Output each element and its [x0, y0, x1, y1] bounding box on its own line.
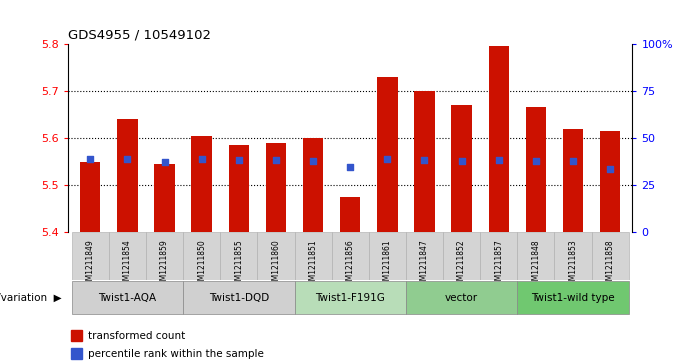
- FancyBboxPatch shape: [592, 232, 629, 280]
- Point: [345, 164, 356, 170]
- Point: [605, 166, 615, 171]
- Text: GSM1211848: GSM1211848: [531, 240, 541, 290]
- Bar: [154, 164, 175, 232]
- Point: [159, 160, 170, 166]
- FancyBboxPatch shape: [517, 232, 554, 280]
- Text: GSM1211850: GSM1211850: [197, 240, 206, 290]
- Text: GSM1211858: GSM1211858: [606, 240, 615, 290]
- FancyBboxPatch shape: [109, 232, 146, 280]
- Point: [197, 156, 207, 162]
- Point: [85, 156, 96, 162]
- Bar: [414, 91, 435, 232]
- Text: GSM1211853: GSM1211853: [568, 240, 577, 290]
- Bar: [377, 77, 398, 232]
- Point: [307, 158, 318, 163]
- Bar: [452, 105, 472, 232]
- Bar: [228, 145, 249, 232]
- Text: GDS4955 / 10549102: GDS4955 / 10549102: [68, 28, 211, 41]
- Point: [568, 158, 579, 163]
- Point: [530, 158, 541, 163]
- Point: [419, 157, 430, 163]
- Text: GSM1211852: GSM1211852: [457, 240, 466, 290]
- Text: GSM1211854: GSM1211854: [123, 240, 132, 290]
- Point: [382, 156, 393, 162]
- Text: GSM1211849: GSM1211849: [86, 240, 95, 290]
- Text: GSM1211861: GSM1211861: [383, 240, 392, 290]
- Bar: [71, 348, 82, 359]
- FancyBboxPatch shape: [554, 232, 592, 280]
- Text: Twist1-wild type: Twist1-wild type: [531, 293, 615, 303]
- FancyBboxPatch shape: [71, 232, 109, 280]
- Text: GSM1211856: GSM1211856: [345, 240, 355, 290]
- FancyBboxPatch shape: [443, 232, 480, 280]
- Bar: [340, 197, 360, 232]
- Text: Twist1-DQD: Twist1-DQD: [209, 293, 269, 303]
- FancyBboxPatch shape: [220, 232, 257, 280]
- Text: GSM1211857: GSM1211857: [494, 240, 503, 290]
- Bar: [563, 129, 583, 232]
- FancyBboxPatch shape: [294, 281, 406, 314]
- Point: [456, 158, 467, 163]
- Bar: [526, 107, 546, 232]
- Bar: [117, 119, 137, 232]
- FancyBboxPatch shape: [146, 232, 183, 280]
- FancyBboxPatch shape: [517, 281, 629, 314]
- Bar: [80, 162, 101, 232]
- Text: GSM1211847: GSM1211847: [420, 240, 429, 290]
- Point: [233, 157, 244, 163]
- Bar: [600, 131, 620, 232]
- Text: GSM1211851: GSM1211851: [309, 240, 318, 290]
- FancyBboxPatch shape: [332, 232, 369, 280]
- FancyBboxPatch shape: [369, 232, 406, 280]
- Text: transformed count: transformed count: [88, 331, 186, 341]
- Text: Twist1-AQA: Twist1-AQA: [99, 293, 156, 303]
- FancyBboxPatch shape: [406, 232, 443, 280]
- FancyBboxPatch shape: [183, 232, 220, 280]
- FancyBboxPatch shape: [71, 281, 183, 314]
- FancyBboxPatch shape: [257, 232, 294, 280]
- FancyBboxPatch shape: [183, 281, 294, 314]
- FancyBboxPatch shape: [480, 232, 517, 280]
- Text: percentile rank within the sample: percentile rank within the sample: [88, 349, 265, 359]
- Text: GSM1211859: GSM1211859: [160, 240, 169, 290]
- Bar: [303, 138, 323, 232]
- Text: vector: vector: [445, 293, 478, 303]
- FancyBboxPatch shape: [294, 232, 332, 280]
- Text: GSM1211860: GSM1211860: [271, 240, 280, 290]
- Text: genotype/variation  ▶: genotype/variation ▶: [0, 293, 61, 303]
- Point: [122, 156, 133, 162]
- Bar: [266, 143, 286, 232]
- Text: GSM1211855: GSM1211855: [235, 240, 243, 290]
- Text: Twist1-F191G: Twist1-F191G: [316, 293, 385, 303]
- Point: [493, 157, 504, 163]
- Point: [271, 157, 282, 163]
- Bar: [488, 46, 509, 232]
- Bar: [71, 330, 82, 341]
- FancyBboxPatch shape: [406, 281, 517, 314]
- Bar: [192, 135, 212, 232]
